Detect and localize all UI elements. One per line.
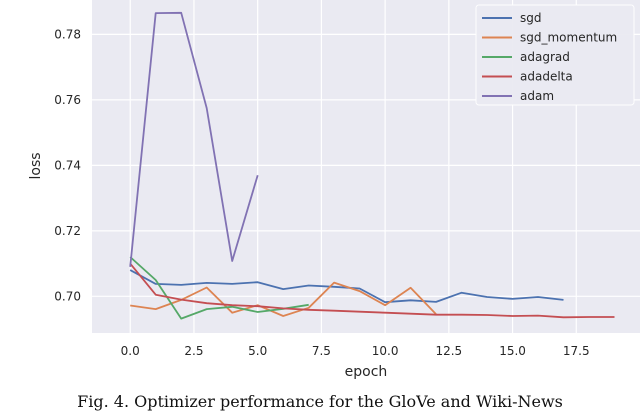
- y-tick-labels: 0.70 0.72 0.74 0.76 0.78: [54, 27, 81, 303]
- legend-label-adam: adam: [520, 89, 554, 103]
- x-tick-label: 7.5: [312, 344, 331, 358]
- x-tick-label: 10.0: [372, 344, 399, 358]
- x-tick-label: 12.5: [435, 344, 462, 358]
- legend-label-sgd: sgd: [520, 11, 542, 25]
- y-tick-label: 0.76: [54, 93, 81, 107]
- legend-box: [475, 4, 635, 106]
- legend-label-adagrad: adagrad: [520, 50, 570, 64]
- series-line-adam: [129, 11, 259, 267]
- x-tick-label: 2.5: [184, 344, 203, 358]
- x-tick-label: 0.0: [121, 344, 140, 358]
- y-tick-label: 0.74: [54, 158, 81, 172]
- y-tick-label: 0.70: [54, 289, 81, 303]
- y-axis-label: loss: [28, 152, 44, 179]
- x-tick-label: 5.0: [248, 344, 267, 358]
- legend-label-sgd-momentum: sgd_momentum: [520, 31, 617, 45]
- y-tick-label: 0.72: [54, 224, 81, 238]
- y-tick-label: 0.78: [54, 27, 81, 41]
- x-axis-label: epoch: [345, 364, 388, 380]
- series-line-adagrad: [129, 256, 309, 320]
- legend-label-adadelta: adadelta: [520, 70, 573, 84]
- x-tick-labels: 0.0 2.5 5.0 7.5 10.0 12.5 15.0 17.5: [121, 344, 590, 358]
- series-line-adadelta: [129, 263, 615, 319]
- x-tick-label: 17.5: [563, 344, 590, 358]
- x-tick-label: 15.0: [499, 344, 526, 358]
- figure-caption: Fig. 4. Optimizer performance for the Gl…: [77, 392, 563, 411]
- series-layer: [129, 11, 615, 320]
